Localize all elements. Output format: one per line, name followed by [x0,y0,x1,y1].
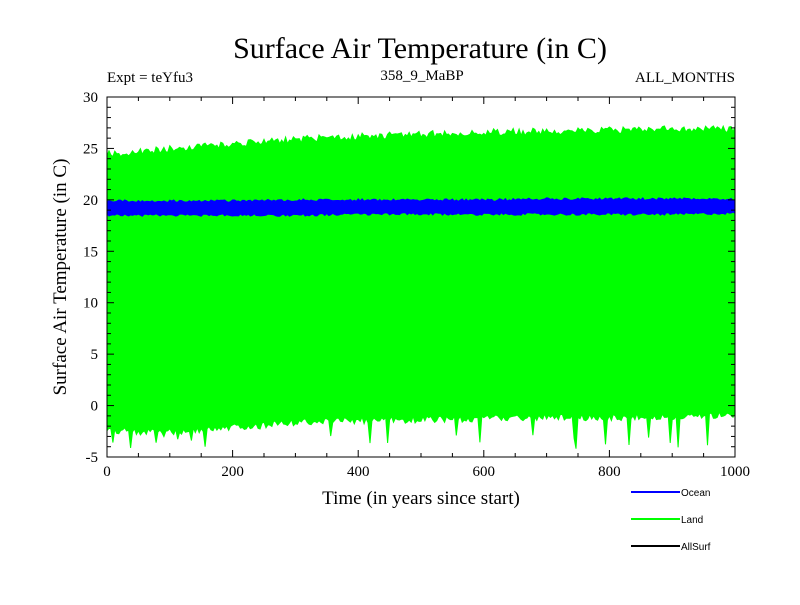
months-label: ALL_MONTHS [635,70,735,86]
y-tick-label: -5 [86,450,99,466]
x-tick-label: 400 [347,464,370,480]
series-land [106,124,736,449]
x-tick-label: 600 [473,464,496,480]
y-tick-label: 5 [91,347,99,363]
y-tick-label: 20 [83,193,98,209]
legend-label: Ocean [681,488,710,499]
legend-label: Land [681,515,703,526]
x-tick-label: 0 [103,464,111,480]
y-tick-label: 10 [83,296,98,312]
legend: Ocean Land AllSurf [631,488,711,553]
legend-item-land: Land [631,515,703,526]
series-bands [106,124,736,449]
legend-item-allsurf: AllSurf [631,542,711,553]
period-label: 358_9_MaBP [380,68,463,84]
series-land-band [106,124,736,449]
chart-title: Surface Air Temperature (in C) [233,32,607,65]
x-tick-label: 800 [598,464,621,480]
y-tick-label: 0 [91,399,99,415]
y-tick-label: 25 [83,141,98,157]
x-tick-label: 1000 [720,464,750,480]
x-axis-label: Time (in years since start) [322,488,520,509]
y-tick-label: 30 [83,90,98,106]
x-tick-label: 200 [221,464,244,480]
y-axis-label: Surface Air Temperature (in C) [50,159,71,396]
experiment-label: Expt = teYfu3 [107,70,193,86]
legend-item-ocean: Ocean [631,488,710,499]
legend-label: AllSurf [681,542,711,553]
y-tick-label: 15 [83,244,98,260]
